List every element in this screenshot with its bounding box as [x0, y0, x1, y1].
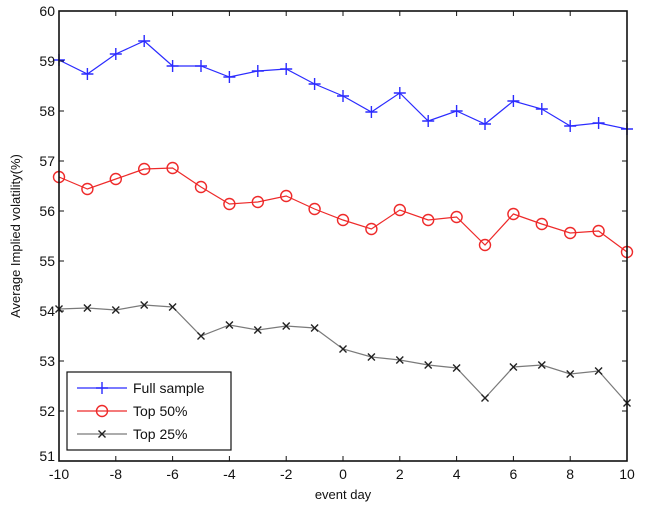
- data-point: [479, 118, 491, 130]
- legend-label: Top 25%: [133, 426, 187, 442]
- data-point: [535, 103, 548, 115]
- data-point: [109, 48, 122, 60]
- x-tick-label: 2: [396, 466, 404, 482]
- data-point: [81, 68, 94, 80]
- y-axis-label: Average Implied volatility(%): [8, 154, 23, 318]
- data-point: [594, 367, 603, 375]
- data-point: [564, 120, 577, 132]
- data-point: [223, 71, 236, 83]
- x-tick-label: 8: [566, 466, 574, 482]
- x-tick-label: 10: [619, 466, 635, 482]
- data-point: [422, 115, 435, 127]
- data-point: [197, 332, 205, 340]
- data-point: [422, 213, 435, 227]
- data-point: [140, 301, 149, 309]
- data-point: [280, 189, 293, 203]
- legend-item: Top 50%: [77, 403, 187, 419]
- x-tick-label: 6: [510, 466, 518, 482]
- data-point: [223, 197, 236, 211]
- data-point: [282, 322, 291, 330]
- x-tick-label: -4: [223, 466, 236, 482]
- data-point: [365, 222, 378, 236]
- data-point: [339, 345, 347, 353]
- legend-marker: [98, 430, 106, 438]
- data-point: [424, 361, 433, 369]
- data-point: [253, 326, 262, 334]
- data-point: [225, 321, 234, 329]
- data-point: [535, 217, 548, 231]
- x-tick-label: 4: [453, 466, 461, 482]
- y-tick-label: 58: [39, 103, 55, 119]
- series-line: [58, 167, 628, 253]
- data-point: [337, 90, 349, 102]
- y-tick-label: 60: [39, 3, 55, 19]
- legend-item: Full sample: [77, 380, 205, 396]
- data-point: [195, 60, 207, 72]
- data-point: [81, 182, 94, 196]
- data-point: [566, 370, 575, 378]
- legend-item: Top 25%: [77, 426, 187, 442]
- y-tick-label: 52: [39, 403, 55, 419]
- data-point: [395, 356, 404, 364]
- data-point: [194, 180, 208, 194]
- x-tick-label: 0: [339, 466, 347, 482]
- x-tick-label: -6: [166, 466, 179, 482]
- data-point: [365, 106, 378, 118]
- data-point: [507, 207, 520, 221]
- legend-label: Top 50%: [133, 403, 187, 419]
- data-point: [592, 117, 605, 129]
- legend-marker: [96, 382, 108, 394]
- data-point: [481, 394, 489, 402]
- y-tick-label: 56: [39, 203, 55, 219]
- y-tick-label: 57: [39, 153, 55, 169]
- data-point: [507, 95, 520, 107]
- data-point: [109, 172, 123, 186]
- data-point: [138, 35, 151, 47]
- x-axis-label: event day: [315, 487, 372, 502]
- y-tick-label: 59: [39, 53, 55, 69]
- data-point: [393, 87, 406, 99]
- data-point: [509, 363, 518, 371]
- data-point: [537, 361, 546, 369]
- y-tick-label: 53: [39, 353, 55, 369]
- data-point: [168, 303, 177, 311]
- data-point: [564, 226, 577, 240]
- data-point: [166, 60, 179, 72]
- data-point: [137, 162, 151, 176]
- data-point: [111, 306, 120, 314]
- data-point: [450, 105, 463, 117]
- y-tick-label: 51: [39, 448, 55, 464]
- ticks-layer: -10 -8 -6 -4 -2 0 2 4 6 8 10 51 52 53 54 55 56 57 58 59 60: [39, 3, 635, 482]
- data-point: [251, 65, 264, 77]
- data-point: [336, 213, 350, 227]
- data-point: [251, 195, 264, 209]
- data-point: [83, 304, 92, 312]
- legend-marker: [95, 404, 109, 418]
- data-point: [393, 203, 406, 217]
- data-point: [310, 324, 319, 332]
- x-tick-label: -10: [49, 466, 69, 482]
- data-point: [280, 63, 293, 75]
- x-tick-label: -8: [110, 466, 123, 482]
- data-point: [478, 238, 492, 252]
- y-tick-label: 55: [39, 253, 55, 269]
- data-point: [308, 202, 321, 216]
- data-point: [450, 210, 463, 224]
- data-point: [452, 364, 461, 372]
- data-point: [166, 161, 179, 175]
- data-point: [308, 78, 321, 90]
- data-point: [367, 353, 376, 361]
- legend: Full sample Top 50% Top 25%: [66, 371, 232, 451]
- data-point: [592, 224, 605, 238]
- x-tick-label: -2: [280, 466, 293, 482]
- legend-label: Full sample: [133, 380, 205, 396]
- y-tick-label: 54: [39, 303, 55, 319]
